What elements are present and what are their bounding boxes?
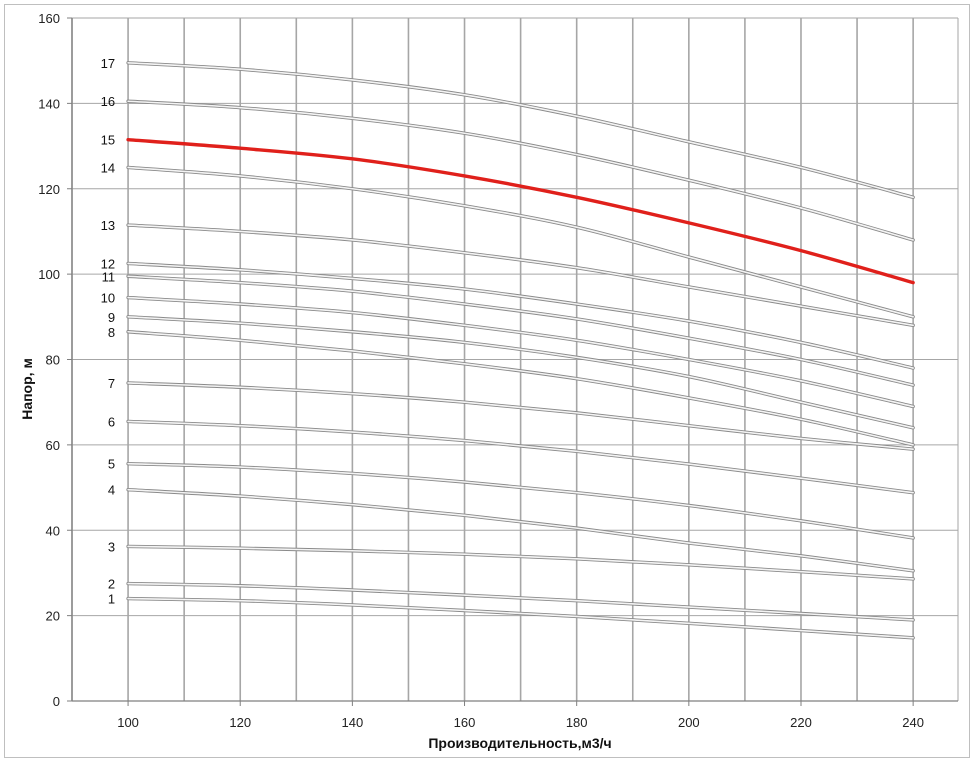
series-line (127, 582, 914, 621)
series-line (127, 62, 914, 199)
x-axis-title: Производительность,м3/ч (428, 735, 611, 751)
curves (126, 61, 915, 640)
curve-label-8: 8 (108, 325, 115, 340)
x-tick-label: 120 (229, 715, 251, 730)
curve-label-11: 11 (102, 269, 116, 284)
curve-label-14: 14 (101, 160, 115, 175)
series-line (127, 296, 914, 408)
y-tick-label: 100 (38, 267, 60, 282)
curve-label-10: 10 (101, 291, 115, 306)
series-14 (126, 165, 915, 319)
curve-label-1: 1 (108, 592, 115, 607)
y-tick-label: 120 (38, 182, 60, 197)
curve-label-17: 17 (101, 56, 115, 71)
curve-label-3: 3 (108, 539, 115, 554)
series-12 (126, 261, 915, 370)
curve-label-4: 4 (108, 483, 115, 498)
x-tick-label: 240 (902, 715, 924, 730)
curve-label-9: 9 (108, 310, 115, 325)
y-axis-title: Напор, м (19, 358, 35, 420)
series-3 (126, 544, 915, 581)
y-tick-label: 60 (46, 438, 60, 453)
curve-label-5: 5 (108, 457, 115, 472)
series-line (126, 137, 915, 285)
series-line (127, 597, 914, 639)
series-16 (126, 99, 915, 242)
series-6 (126, 419, 915, 495)
series-1 (126, 596, 915, 640)
series-line (127, 545, 914, 580)
series-9 (126, 315, 915, 430)
curve-label-7: 7 (108, 376, 115, 391)
y-tick-label: 140 (38, 96, 60, 111)
series-13 (126, 223, 915, 328)
y-tick-label: 80 (46, 353, 60, 368)
curve-label-16: 16 (101, 94, 115, 109)
series-7 (126, 381, 915, 451)
series-5 (126, 461, 915, 540)
curve-label-12: 12 (101, 256, 115, 271)
series-line (127, 382, 914, 450)
series-11 (126, 274, 915, 387)
series-10 (126, 295, 915, 409)
y-tick-label: 40 (46, 523, 60, 538)
y-tick-label: 20 (46, 609, 60, 624)
x-tick-label: 160 (454, 715, 476, 730)
series-line (127, 488, 914, 572)
curve-label-13: 13 (101, 218, 115, 233)
x-tick-label: 100 (117, 715, 139, 730)
chart-frame (4, 4, 970, 758)
series-line (127, 166, 914, 318)
series-2 (126, 581, 915, 622)
curve-label-6: 6 (108, 414, 115, 429)
y-tick-label: 0 (53, 694, 60, 709)
y-tick-label: 160 (38, 11, 60, 26)
series-8 (126, 330, 915, 447)
series-line (127, 275, 914, 386)
tick-labels: 100 120 140 160 180 200 220 240 0 20 40 60 80 100 120 1… (38, 11, 924, 730)
x-tick-label: 180 (566, 715, 588, 730)
series-line (127, 462, 914, 539)
series-17 (126, 61, 915, 199)
series-line (127, 330, 914, 446)
series-4 (126, 487, 915, 573)
curve-label-15: 15 (101, 133, 115, 148)
x-tick-label: 140 (342, 715, 364, 730)
x-tick-label: 220 (790, 715, 812, 730)
series-line (127, 420, 914, 494)
series-line (127, 262, 914, 369)
series-line (127, 224, 914, 327)
x-tick-label: 200 (678, 715, 700, 730)
curve-label-2: 2 (108, 577, 115, 592)
series-line (127, 316, 914, 429)
series-line (127, 100, 914, 241)
series-15 (126, 137, 915, 285)
